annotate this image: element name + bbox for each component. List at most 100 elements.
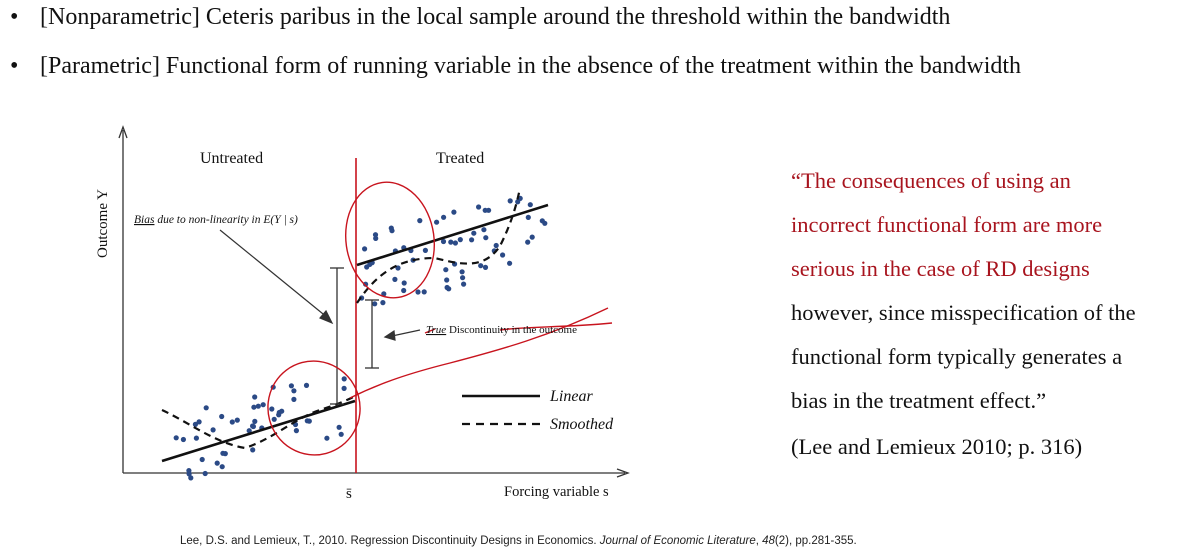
bias-label-rest: due to non-linearity in E(Y | s): [154, 214, 298, 226]
data-point: [210, 427, 216, 433]
data-point: [219, 413, 225, 420]
data-point: [303, 382, 310, 388]
reference-text: Lee, D.S. and Lemieux, T., 2010. Regress…: [180, 535, 600, 547]
bias-arrowhead: [319, 309, 334, 325]
data-point: [471, 230, 477, 236]
linear-fit-left: [161, 399, 356, 463]
data-point: [291, 396, 297, 402]
data-point: [250, 447, 256, 453]
data-point: [252, 394, 258, 400]
data-point: [202, 470, 208, 477]
data-point: [252, 418, 258, 424]
data-point: [186, 471, 192, 477]
bullet-parametric: • [Parametric] Functional form of running…: [10, 51, 1021, 81]
label-untreated: Untreated: [200, 150, 263, 167]
quote-line: serious in the case of RD designs: [791, 256, 1090, 281]
bullet-text: [Parametric] Functional form of running …: [40, 53, 1022, 79]
counterfactual-curve: [349, 307, 609, 399]
y-axis-arrow: [118, 125, 128, 139]
data-point: [388, 225, 394, 231]
data-point: [304, 418, 310, 424]
data-point: [486, 207, 492, 213]
data-point: [500, 252, 506, 258]
data-point: [434, 219, 440, 225]
data-point: [276, 412, 282, 418]
data-point: [341, 385, 347, 391]
data-point: [196, 419, 202, 425]
data-point: [380, 300, 386, 306]
label-treated: Treated: [436, 150, 484, 167]
data-point: [529, 234, 535, 240]
data-point: [234, 417, 240, 423]
quote-line: incorrect functional form are more: [791, 212, 1103, 237]
data-point: [459, 269, 465, 275]
data-point: [507, 260, 513, 266]
threshold-label: s̄: [346, 486, 352, 502]
data-point: [527, 202, 533, 208]
data-point: [364, 264, 370, 270]
data-point: [440, 238, 447, 245]
data-point: [444, 277, 450, 283]
data-point: [448, 239, 454, 245]
quote-line: however, since misspecification of the: [791, 300, 1136, 325]
data-point: [271, 416, 277, 422]
legend: Linear Smoothed: [462, 388, 614, 433]
circle-left: [267, 360, 361, 456]
data-point: [460, 275, 466, 281]
linear-fit-right: [356, 203, 549, 267]
data-point: [279, 408, 285, 414]
bullet-text: [Nonparametric] Ceteris paribus in the l…: [40, 4, 951, 30]
data-point: [392, 276, 398, 282]
data-point: [469, 237, 475, 243]
data-point: [220, 450, 226, 456]
data-point: [422, 247, 428, 253]
data-point: [401, 287, 407, 294]
data-point: [192, 421, 198, 427]
data-point: [324, 435, 330, 441]
data-point: [452, 240, 458, 246]
bias-label-prefix: Bias: [134, 214, 155, 226]
data-point: [269, 406, 275, 412]
data-point: [507, 198, 513, 204]
data-point: [443, 267, 449, 273]
legend-smoothed-label: Smoothed: [550, 416, 614, 433]
data-point: [193, 435, 199, 441]
discontinuity-arrowhead: [383, 329, 396, 341]
bullet-nonparametric: • [Nonparametric] Ceteris paribus in the …: [10, 2, 950, 32]
discontinuity-arrow: [391, 329, 421, 337]
quote-line: “The consequences of using an: [791, 168, 1071, 193]
quote-line: functional form typically generates a: [791, 344, 1123, 369]
annotation-arrows: [219, 229, 421, 341]
discontinuity-bracket: [365, 299, 379, 369]
smoothed-fit-right: [356, 187, 522, 304]
data-point: [336, 424, 342, 430]
underline-true: [424, 328, 436, 334]
circle-right: [344, 181, 436, 299]
data-point: [451, 209, 457, 215]
data-point: [457, 237, 463, 243]
bullet-marker: •: [10, 4, 19, 30]
data-point: [260, 402, 266, 408]
data-point: [363, 281, 369, 287]
data-point: [288, 383, 294, 389]
discontinuity-label-rest: Discontinuity in the outcome: [446, 324, 577, 336]
bias-arrow: [219, 229, 329, 319]
x-axis-label: Forcing variable s: [504, 484, 609, 500]
data-point: [381, 291, 387, 297]
quote-line: bias in the treatment effect.”: [791, 388, 1047, 413]
x-axis-arrow: [616, 468, 630, 478]
data-point: [250, 423, 256, 429]
data-point: [482, 264, 489, 270]
data-point: [372, 232, 379, 238]
data-point: [229, 419, 235, 425]
data-point: [338, 431, 344, 437]
quote-citation: (Lee and Lemieux 2010; p. 316): [791, 434, 1083, 459]
discontinuity-label-prefix: True: [426, 324, 446, 336]
data-point: [219, 464, 225, 470]
data-point: [180, 436, 186, 443]
legend-linear-label: Linear: [549, 388, 593, 405]
bias-bracket: [330, 267, 344, 405]
data-point: [476, 204, 482, 210]
data-point: [441, 214, 447, 220]
reference: Lee, D.S. and Lemieux, T., 2010. Regress…: [180, 535, 857, 547]
